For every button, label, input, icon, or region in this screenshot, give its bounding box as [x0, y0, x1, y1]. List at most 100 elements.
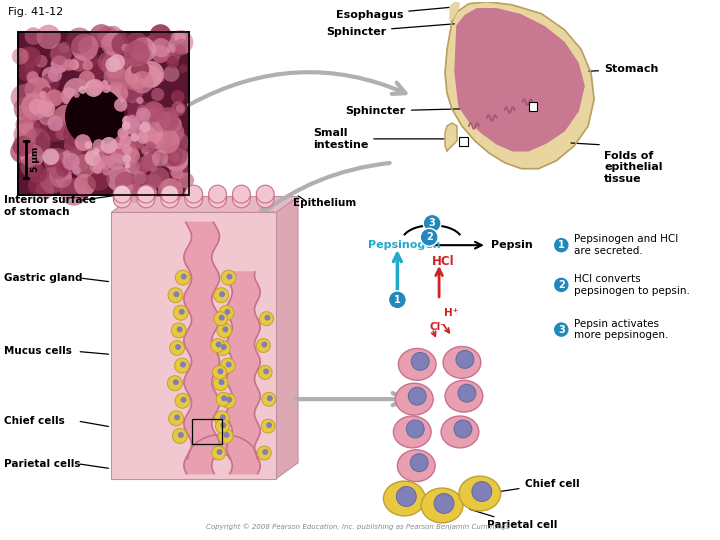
Circle shape — [264, 368, 269, 374]
Circle shape — [63, 135, 72, 144]
Text: Sphincter: Sphincter — [346, 106, 528, 116]
Circle shape — [458, 384, 476, 402]
Circle shape — [156, 73, 165, 82]
Circle shape — [85, 79, 102, 97]
Circle shape — [34, 120, 46, 132]
Circle shape — [256, 190, 274, 208]
Circle shape — [71, 55, 88, 72]
Circle shape — [44, 118, 67, 141]
Ellipse shape — [393, 416, 431, 448]
Bar — [192, 419, 222, 444]
Circle shape — [16, 116, 34, 133]
Circle shape — [40, 91, 47, 98]
Text: Pepsinogen: Pepsinogen — [368, 240, 440, 250]
Circle shape — [78, 86, 86, 94]
Circle shape — [41, 87, 51, 97]
Circle shape — [219, 305, 234, 320]
Circle shape — [72, 166, 81, 175]
Circle shape — [221, 344, 227, 350]
Circle shape — [261, 419, 275, 433]
Circle shape — [165, 147, 189, 172]
Circle shape — [214, 288, 229, 302]
Circle shape — [174, 305, 188, 320]
Circle shape — [14, 123, 36, 146]
Circle shape — [138, 65, 162, 89]
Circle shape — [78, 71, 95, 87]
Polygon shape — [450, 2, 459, 22]
Circle shape — [165, 144, 187, 166]
Text: Stomach: Stomach — [589, 64, 658, 75]
Circle shape — [93, 139, 105, 152]
Circle shape — [420, 228, 438, 246]
Circle shape — [216, 342, 222, 348]
Circle shape — [42, 86, 58, 103]
Circle shape — [220, 422, 226, 428]
Circle shape — [39, 110, 55, 125]
Circle shape — [136, 97, 143, 104]
Circle shape — [93, 130, 109, 145]
Ellipse shape — [459, 476, 500, 511]
Circle shape — [40, 167, 66, 193]
Circle shape — [42, 148, 59, 165]
Circle shape — [161, 145, 182, 167]
Circle shape — [221, 270, 236, 285]
Circle shape — [56, 164, 69, 177]
Circle shape — [104, 26, 122, 43]
Circle shape — [35, 55, 48, 68]
Circle shape — [92, 80, 99, 87]
Circle shape — [163, 122, 184, 143]
Circle shape — [125, 160, 140, 174]
Circle shape — [138, 61, 164, 87]
Circle shape — [71, 33, 98, 61]
Circle shape — [93, 164, 102, 174]
Circle shape — [226, 397, 233, 403]
Circle shape — [83, 58, 107, 82]
Circle shape — [145, 141, 156, 153]
Circle shape — [23, 120, 41, 138]
Circle shape — [139, 184, 157, 202]
Circle shape — [267, 395, 273, 401]
Polygon shape — [112, 197, 298, 212]
Circle shape — [125, 75, 140, 90]
Circle shape — [18, 63, 36, 82]
Circle shape — [130, 118, 140, 128]
Circle shape — [170, 152, 181, 163]
Circle shape — [217, 368, 223, 374]
Circle shape — [50, 43, 72, 65]
Circle shape — [68, 59, 79, 70]
Polygon shape — [455, 9, 584, 151]
Circle shape — [151, 45, 169, 63]
Circle shape — [50, 160, 68, 179]
Circle shape — [105, 136, 123, 154]
Circle shape — [149, 167, 170, 188]
Circle shape — [20, 144, 44, 168]
Text: 1: 1 — [394, 295, 401, 305]
Circle shape — [24, 60, 41, 77]
Circle shape — [225, 309, 230, 315]
Circle shape — [179, 309, 185, 315]
Circle shape — [176, 326, 183, 333]
Text: Copyright © 2008 Pearson Education, Inc. publishing as Pearson Benjamin Cummings: Copyright © 2008 Pearson Education, Inc.… — [206, 524, 509, 530]
Circle shape — [217, 323, 232, 338]
Circle shape — [66, 28, 92, 53]
Polygon shape — [188, 435, 257, 459]
Circle shape — [174, 291, 179, 297]
Circle shape — [63, 150, 71, 158]
Polygon shape — [184, 222, 220, 474]
Circle shape — [122, 116, 132, 125]
Circle shape — [168, 376, 182, 390]
Circle shape — [107, 166, 132, 192]
Circle shape — [48, 116, 63, 131]
Text: 5 µm: 5 µm — [31, 146, 40, 172]
Circle shape — [168, 288, 183, 302]
Circle shape — [141, 146, 150, 155]
Circle shape — [50, 56, 68, 73]
Circle shape — [408, 387, 426, 405]
Circle shape — [102, 168, 110, 176]
Text: HCl: HCl — [432, 255, 455, 268]
Circle shape — [76, 118, 92, 135]
Circle shape — [256, 185, 274, 203]
Circle shape — [166, 116, 181, 132]
Circle shape — [28, 174, 50, 197]
Circle shape — [152, 150, 168, 166]
